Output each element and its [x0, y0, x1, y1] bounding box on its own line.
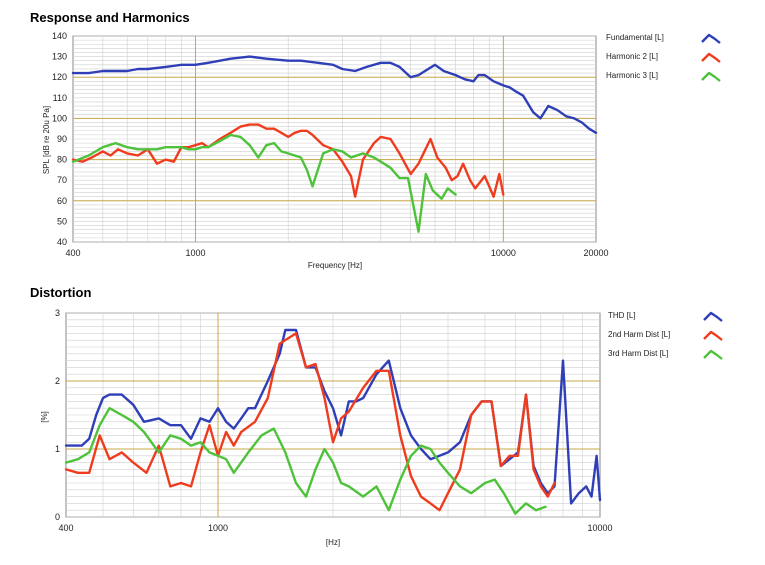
x-axis-label: Frequency [Hz] — [308, 261, 362, 270]
y-tick-label: 130 — [52, 52, 67, 62]
x-tick-label: 1000 — [208, 523, 228, 533]
legend-label: Harmonic 2 [L] — [606, 52, 658, 61]
legend-label: Fundamental [L] — [606, 33, 664, 42]
x-tick-label: 400 — [58, 523, 73, 533]
y-tick-label: 110 — [53, 93, 67, 103]
y-axis-label: [%] — [40, 411, 49, 423]
series-line-2 — [64, 407, 547, 515]
chart-title: Distortion — [30, 285, 91, 300]
y-tick-label: 140 — [52, 31, 67, 41]
series-line-1 — [64, 332, 556, 512]
y-tick-label: 60 — [57, 196, 67, 206]
legend-label: Harmonic 3 [L] — [606, 71, 658, 80]
x-axis-label: [Hz] — [326, 538, 340, 547]
series-line-1 — [71, 123, 505, 198]
y-tick-label: 90 — [57, 134, 67, 144]
y-tick-label: 80 — [57, 155, 67, 165]
series-line-2 — [71, 133, 457, 233]
legend-swatch — [703, 349, 723, 360]
legend-swatch — [701, 52, 721, 63]
y-tick-label: 100 — [52, 113, 67, 123]
legend-swatch — [701, 71, 721, 82]
y-tick-label: 120 — [52, 72, 67, 82]
y-tick-label: 2 — [55, 376, 60, 386]
legend-swatch — [703, 330, 723, 341]
series-line-0 — [71, 55, 598, 134]
x-tick-label: 400 — [65, 248, 80, 258]
y-tick-label: 70 — [57, 175, 67, 185]
series-line-0 — [64, 328, 602, 505]
x-tick-label: 10000 — [491, 248, 516, 258]
x-tick-label: 20000 — [583, 248, 608, 258]
y-tick-label: 40 — [57, 237, 67, 247]
legend-swatch — [701, 33, 721, 44]
chart-title: Response and Harmonics — [30, 10, 190, 25]
legend-label: 3rd Harm Dist [L] — [608, 349, 668, 358]
legend-label: THD [L] — [608, 311, 636, 320]
y-tick-label: 3 — [55, 308, 60, 318]
legend-label: 2nd Harm Dist [L] — [608, 330, 670, 339]
y-tick-label: 1 — [55, 444, 60, 454]
y-tick-label: 0 — [55, 512, 60, 522]
legend-swatch — [703, 311, 723, 322]
x-tick-label: 1000 — [185, 248, 205, 258]
response-harmonics-chart: Response and Harmonics 140 130 120 110 100 90… — [30, 10, 721, 270]
x-tick-label: 10000 — [587, 523, 612, 533]
y-tick-label: 50 — [57, 216, 67, 226]
y-axis-label: SPL [dB re 20u Pa] — [42, 106, 51, 174]
